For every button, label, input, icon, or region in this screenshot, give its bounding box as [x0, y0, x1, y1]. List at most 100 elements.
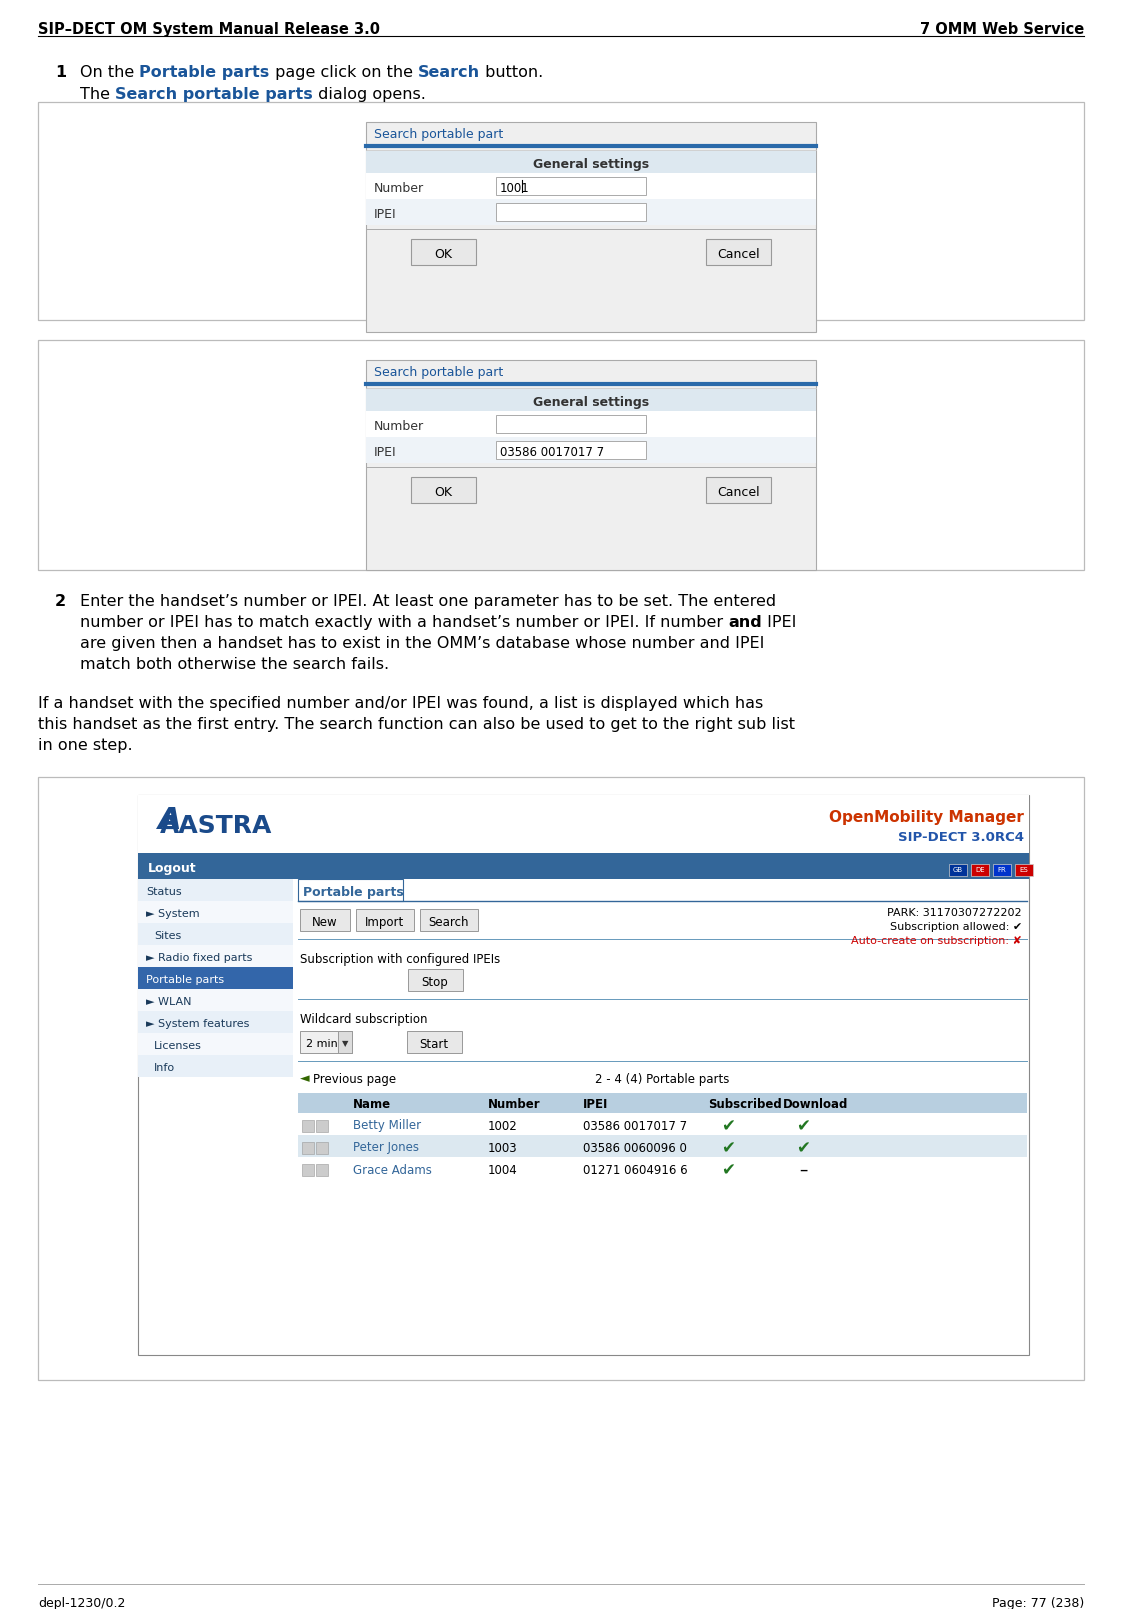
- Bar: [298, 1157, 1027, 1179]
- Text: Portable parts: Portable parts: [303, 885, 404, 898]
- Text: Cancel: Cancel: [717, 248, 760, 261]
- Text: GB: GB: [953, 867, 963, 874]
- Text: SIP–DECT OM System Manual Release 3.0: SIP–DECT OM System Manual Release 3.0: [38, 23, 380, 37]
- Bar: [420, 909, 478, 932]
- Text: button.: button.: [480, 64, 543, 80]
- Text: Download: Download: [783, 1099, 848, 1112]
- Text: Wildcard subscription: Wildcard subscription: [300, 1012, 427, 1025]
- Text: 1002: 1002: [488, 1120, 517, 1133]
- Text: Peter Jones: Peter Jones: [353, 1141, 419, 1155]
- Bar: [366, 151, 816, 174]
- Text: IPEI: IPEI: [374, 446, 396, 459]
- Text: Search: Search: [429, 916, 469, 928]
- Bar: [138, 944, 293, 967]
- Text: IPEI: IPEI: [374, 208, 396, 220]
- Bar: [302, 1142, 314, 1154]
- Text: On the: On the: [80, 64, 139, 80]
- Bar: [366, 360, 816, 570]
- Bar: [38, 777, 1084, 1381]
- Bar: [411, 240, 476, 265]
- Bar: [300, 909, 350, 932]
- Text: ✔: ✔: [797, 1139, 810, 1157]
- Bar: [496, 177, 646, 195]
- Text: OpenMobility Manager: OpenMobility Manager: [829, 809, 1024, 824]
- Text: Enter the handset’s number or IPEI. At least one parameter has to be set. The en: Enter the handset’s number or IPEI. At l…: [80, 594, 776, 608]
- Bar: [949, 864, 967, 875]
- Bar: [496, 441, 646, 459]
- Text: IPEI: IPEI: [583, 1099, 608, 1112]
- Text: Betty Miller: Betty Miller: [353, 1120, 421, 1133]
- Text: 7 OMM Web Service: 7 OMM Web Service: [920, 23, 1084, 37]
- Text: ✔: ✔: [721, 1139, 735, 1157]
- Text: IPEI: IPEI: [762, 615, 797, 631]
- Text: Start: Start: [420, 1038, 449, 1051]
- Text: Subscription with configured IPEIs: Subscription with configured IPEIs: [300, 953, 500, 965]
- Bar: [298, 1093, 1027, 1113]
- Bar: [408, 969, 463, 991]
- Text: Portable parts: Portable parts: [146, 975, 224, 985]
- Text: Auto-create on subscription: ✘: Auto-create on subscription: ✘: [852, 936, 1022, 946]
- Text: SIP-DECT 3.0RC4: SIP-DECT 3.0RC4: [898, 830, 1024, 843]
- Text: Stop: Stop: [422, 975, 449, 988]
- Bar: [38, 339, 1084, 570]
- Text: FR: FR: [997, 867, 1006, 874]
- Text: this handset as the first entry. The search function can also be used to get to : this handset as the first entry. The sea…: [38, 718, 795, 732]
- Text: ✔: ✔: [721, 1162, 735, 1179]
- Text: 2 min: 2 min: [306, 1039, 338, 1049]
- Bar: [298, 1134, 1027, 1157]
- Bar: [366, 174, 816, 200]
- Text: Search portable parts: Search portable parts: [116, 87, 313, 101]
- Bar: [971, 864, 988, 875]
- Bar: [366, 410, 816, 438]
- Text: are given then a handset has to exist in the OMM’s database whose number and IPE: are given then a handset has to exist in…: [80, 636, 764, 652]
- Bar: [38, 101, 1084, 320]
- Bar: [138, 1033, 293, 1056]
- Bar: [338, 1031, 352, 1052]
- Bar: [300, 1031, 352, 1052]
- Text: ✔: ✔: [797, 1117, 810, 1134]
- Text: If a handset with the specified number and/or IPEI was found, a list is displaye: If a handset with the specified number a…: [38, 697, 763, 711]
- Bar: [298, 879, 403, 901]
- Text: ► System: ► System: [146, 909, 200, 919]
- Text: Search portable part: Search portable part: [374, 129, 504, 142]
- Text: AASTRA: AASTRA: [160, 814, 273, 838]
- Bar: [138, 1056, 293, 1076]
- Text: 03586 0017017 7: 03586 0017017 7: [583, 1120, 687, 1133]
- Bar: [138, 795, 1029, 1355]
- Text: 1003: 1003: [488, 1141, 517, 1155]
- Text: OK: OK: [434, 248, 452, 261]
- Text: Number: Number: [374, 420, 424, 433]
- Text: New: New: [312, 916, 338, 928]
- Text: ► Radio fixed parts: ► Radio fixed parts: [146, 953, 252, 964]
- Text: Portable parts: Portable parts: [139, 64, 269, 80]
- Text: Subscribed: Subscribed: [708, 1099, 782, 1112]
- Text: Page: 77 (238): Page: 77 (238): [992, 1598, 1084, 1609]
- Text: page click on the: page click on the: [269, 64, 417, 80]
- Text: and: and: [728, 615, 762, 631]
- Text: dialog opens.: dialog opens.: [313, 87, 425, 101]
- Text: Previous page: Previous page: [313, 1073, 396, 1086]
- Text: Subscription allowed: ✔: Subscription allowed: ✔: [890, 922, 1022, 932]
- Text: match both otherwise the search fails.: match both otherwise the search fails.: [80, 656, 389, 673]
- Text: ► WLAN: ► WLAN: [146, 998, 192, 1007]
- Text: 03586 0060096 0: 03586 0060096 0: [583, 1141, 687, 1155]
- Bar: [411, 476, 476, 504]
- Text: 1004: 1004: [488, 1163, 517, 1176]
- Bar: [366, 200, 816, 225]
- Text: ◄: ◄: [300, 1073, 310, 1086]
- Text: Name: Name: [353, 1099, 392, 1112]
- Bar: [316, 1142, 328, 1154]
- Text: –: –: [799, 1162, 807, 1179]
- Text: 1: 1: [55, 64, 66, 80]
- Bar: [366, 389, 816, 410]
- Bar: [356, 909, 414, 932]
- Text: ✔: ✔: [721, 1117, 735, 1134]
- Bar: [298, 1113, 1027, 1134]
- Bar: [1015, 864, 1033, 875]
- Bar: [366, 122, 816, 331]
- Bar: [138, 795, 1029, 853]
- Bar: [138, 1010, 293, 1033]
- Text: 2: 2: [55, 594, 66, 608]
- Bar: [316, 1163, 328, 1176]
- Text: ► System features: ► System features: [146, 1018, 249, 1030]
